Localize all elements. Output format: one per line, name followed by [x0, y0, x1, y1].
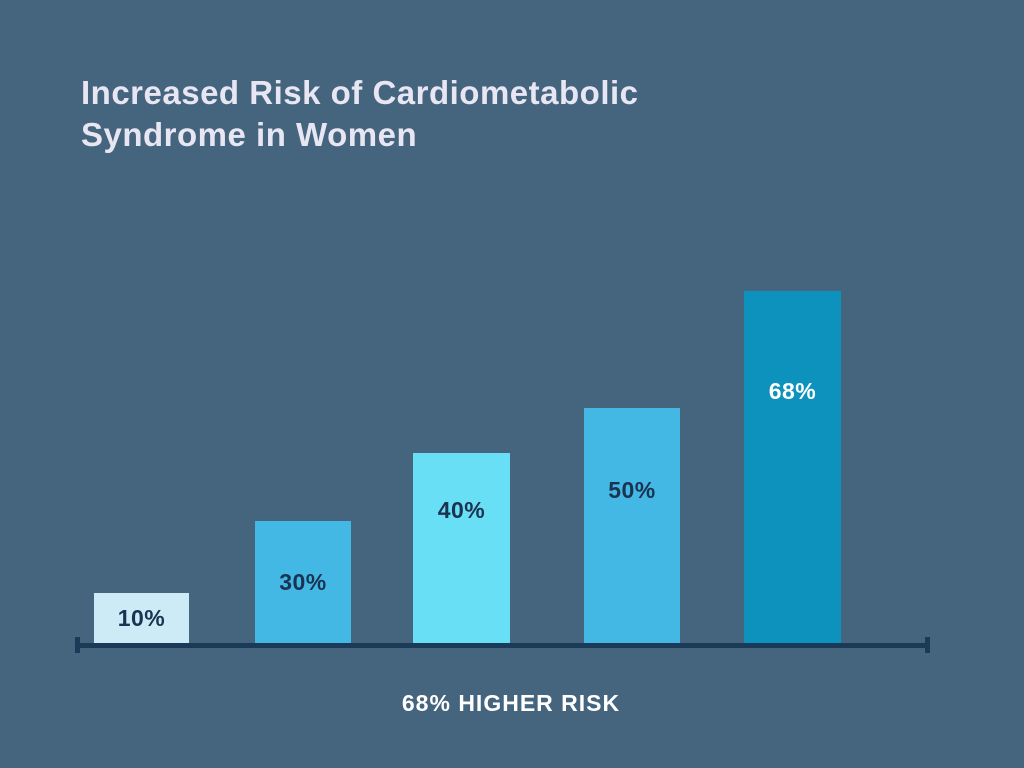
chart-title: Increased Risk of Cardiometabolic Syndro…	[81, 72, 639, 156]
x-axis-left-tick	[75, 637, 80, 653]
x-axis-right-tick	[925, 637, 930, 653]
bar-value-label: 30%	[279, 569, 327, 595]
bar-value-label: 50%	[608, 477, 656, 503]
x-axis-line	[75, 643, 930, 648]
chart-title-line-1: Increased Risk of Cardiometabolic	[81, 74, 639, 111]
bar-30-percent: 30%	[255, 521, 351, 643]
bar-value-label: 10%	[117, 605, 166, 631]
bar-40-percent: 40%	[413, 453, 510, 643]
bar-10-percent: 10%	[94, 593, 189, 643]
bar-50-percent: 50%	[584, 408, 680, 643]
bar-value-label: 40%	[437, 497, 486, 523]
chart-title-line-2: Syndrome in Women	[81, 116, 418, 153]
chart-annotation: 68% HIGHER RISK	[401, 690, 621, 716]
bar-value-label: 68%	[768, 378, 817, 404]
bar-68-percent: 68%	[744, 291, 841, 643]
